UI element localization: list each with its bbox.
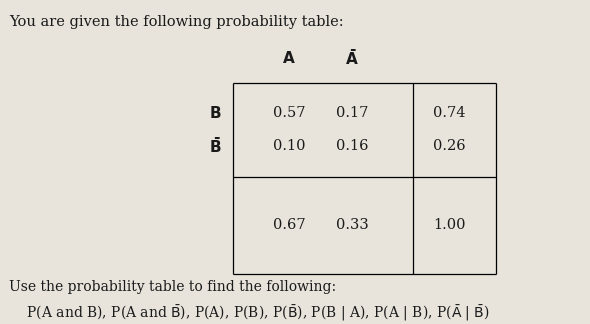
Text: 0.57: 0.57 <box>273 106 306 121</box>
Text: 0.17: 0.17 <box>336 106 368 121</box>
Text: P(A and B), P(A and $\bar{\mathrm{B}}$), P(A), P(B), P($\bar{\mathrm{B}}$), P(B : P(A and B), P(A and $\bar{\mathrm{B}}$),… <box>9 303 490 323</box>
Text: 1.00: 1.00 <box>433 218 466 232</box>
Text: $\mathbf{B}$: $\mathbf{B}$ <box>209 105 221 122</box>
Text: 0.26: 0.26 <box>433 139 466 153</box>
Text: $\mathbf{\bar{A}}$: $\mathbf{\bar{A}}$ <box>345 48 359 68</box>
Text: 0.16: 0.16 <box>336 139 369 153</box>
Text: 0.67: 0.67 <box>273 218 306 232</box>
Text: $\mathbf{\bar{B}}$: $\mathbf{\bar{B}}$ <box>209 136 221 156</box>
Text: Use the probability table to find the following:: Use the probability table to find the fo… <box>9 280 336 294</box>
Text: 0.33: 0.33 <box>336 218 369 232</box>
Text: 0.10: 0.10 <box>273 139 306 153</box>
Text: You are given the following probability table:: You are given the following probability … <box>9 15 343 29</box>
Text: $\mathbf{A}$: $\mathbf{A}$ <box>282 50 296 66</box>
Text: 0.74: 0.74 <box>433 106 466 121</box>
